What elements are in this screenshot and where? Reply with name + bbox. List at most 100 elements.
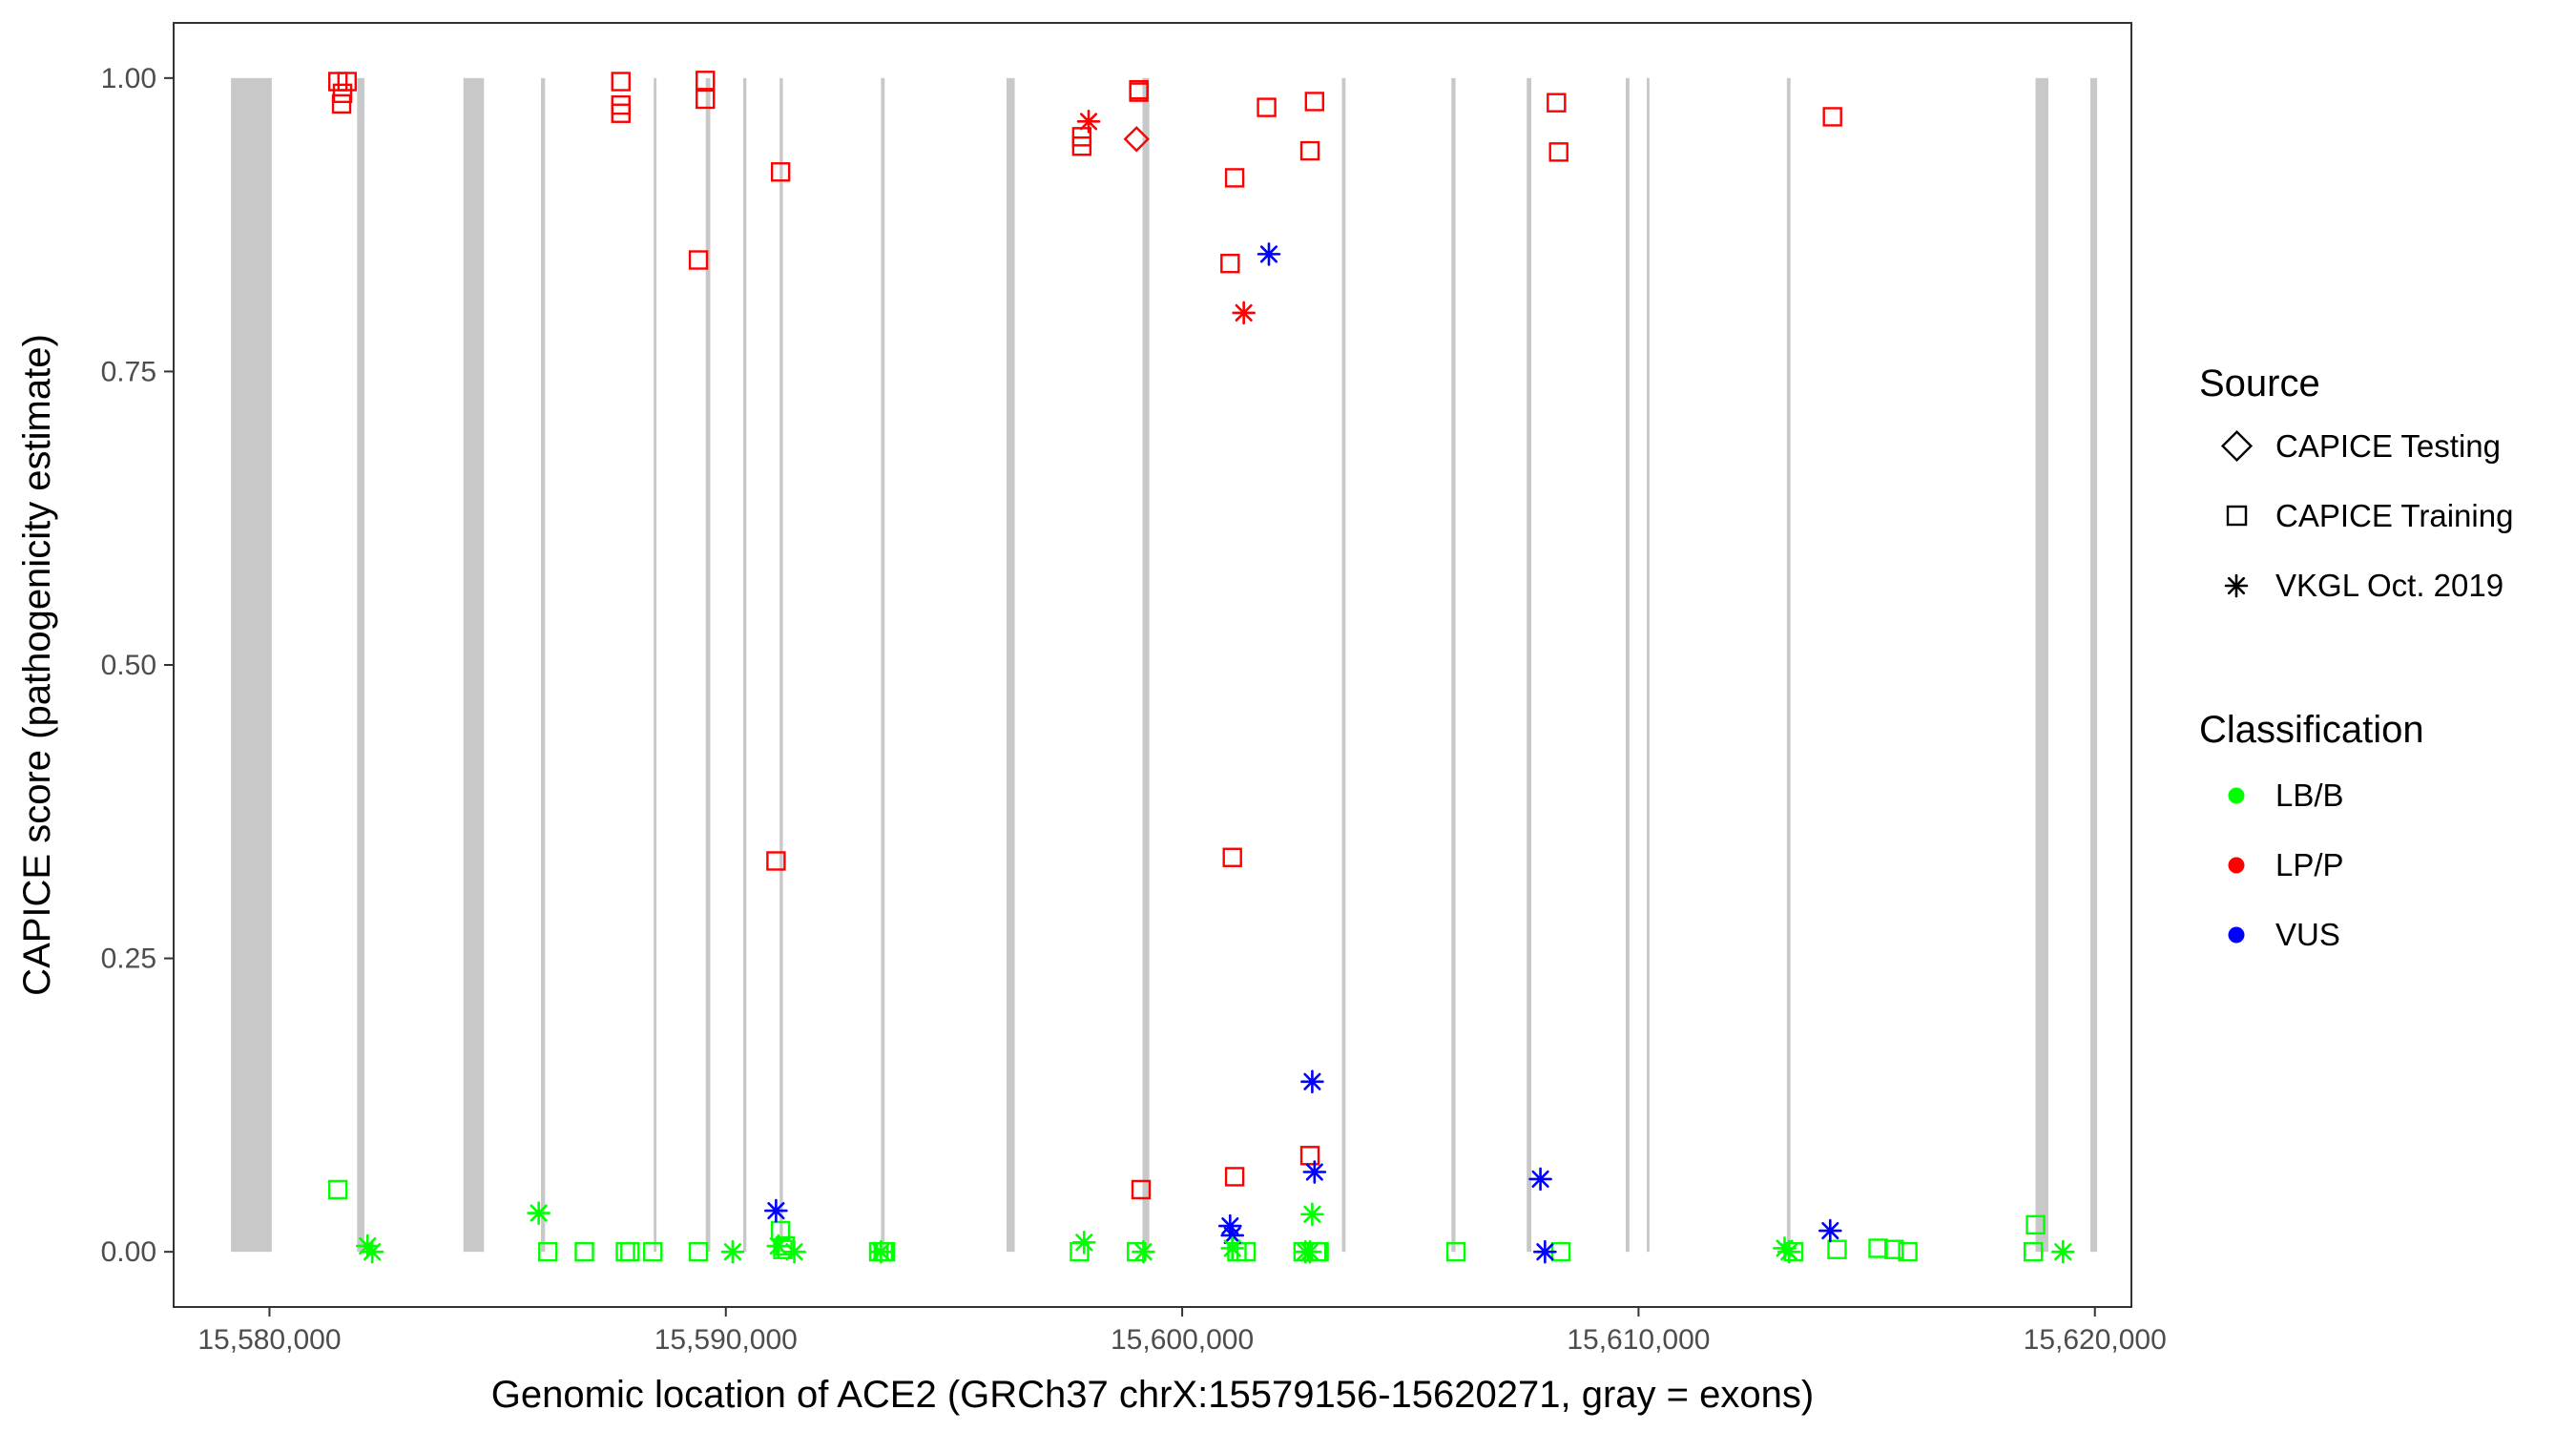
point-square xyxy=(770,162,791,182)
point-square xyxy=(1884,1239,1904,1259)
point-square xyxy=(1224,168,1245,188)
point-square xyxy=(1222,847,1242,867)
exon-band xyxy=(1341,77,1346,1253)
legend-dot-lbb xyxy=(2228,787,2245,804)
y-tick-label: 1.00 xyxy=(101,63,156,94)
point-square xyxy=(2023,1241,2044,1262)
exon-band xyxy=(1451,77,1456,1253)
point-asterisk xyxy=(1302,1160,1327,1184)
point-square xyxy=(337,72,357,92)
exon-band xyxy=(1142,77,1150,1253)
x-tick-label: 15,610,000 xyxy=(1567,1324,1710,1356)
point-asterisk xyxy=(766,1234,791,1258)
legend-label-lpp: LP/P xyxy=(2275,847,2344,882)
legend-square-icon xyxy=(2226,505,2248,527)
point-square xyxy=(327,1179,348,1200)
x-tick-label: 15,600,000 xyxy=(1111,1324,1254,1356)
point-square xyxy=(1071,135,1092,156)
legend-dot-lpp xyxy=(2228,857,2245,874)
exon-band xyxy=(654,77,657,1253)
exon-band xyxy=(2089,77,2098,1253)
y-tick-label: 0.75 xyxy=(101,356,156,387)
point-square xyxy=(1224,1167,1245,1187)
point-square xyxy=(696,89,716,110)
legend-asterisk-icon xyxy=(2224,573,2249,598)
point-square xyxy=(1299,1146,1320,1166)
point-square xyxy=(2025,1214,2046,1235)
point-asterisk xyxy=(782,1239,806,1264)
point-square xyxy=(538,1241,558,1262)
point-square xyxy=(766,851,786,871)
legend-item-vkgl: VKGL Oct. 2019 xyxy=(2224,568,2503,603)
point-square xyxy=(1257,97,1277,117)
y-tick-label: 0.00 xyxy=(101,1236,156,1268)
point-asterisk xyxy=(2050,1239,2075,1264)
point-asterisk xyxy=(1220,1236,1245,1260)
legend-diamond-icon xyxy=(2220,429,2254,463)
point-asterisk xyxy=(1257,242,1281,266)
point-square xyxy=(611,103,631,123)
exon-band xyxy=(357,77,364,1253)
point-asterisk xyxy=(1300,1069,1324,1094)
point-square xyxy=(1129,82,1149,102)
point-asterisk xyxy=(1071,1231,1096,1255)
point-asterisk xyxy=(720,1239,745,1264)
point-asterisk xyxy=(527,1201,551,1225)
point-square xyxy=(770,1220,791,1241)
legend-label-vus: VUS xyxy=(2275,917,2340,952)
point-square xyxy=(611,72,631,92)
point-asterisk xyxy=(1528,1167,1552,1192)
y-tick-label: 0.25 xyxy=(101,944,156,975)
exon-band xyxy=(1786,77,1791,1253)
point-square xyxy=(1548,142,1568,162)
y-tick-label: 0.50 xyxy=(101,650,156,681)
y-axis: 0.00 0.25 0.50 0.75 1.00 xyxy=(101,63,174,1268)
point-square xyxy=(1220,254,1240,274)
exon-band xyxy=(779,77,783,1253)
point-square xyxy=(1898,1241,1918,1262)
point-asterisk xyxy=(1132,1239,1155,1264)
point-square xyxy=(1822,107,1842,127)
point-asterisk xyxy=(1076,110,1101,134)
point-asterisk xyxy=(1776,1239,1801,1264)
legend-title-source: Source xyxy=(2199,363,2320,404)
point-square xyxy=(1299,140,1320,161)
legend-label-capice-testing: CAPICE Testing xyxy=(2275,428,2501,464)
point-asterisk xyxy=(1300,1202,1324,1227)
point-asterisk xyxy=(1818,1218,1842,1243)
x-tick-label: 15,590,000 xyxy=(654,1324,798,1356)
legend-label-capice-training: CAPICE Training xyxy=(2275,498,2513,533)
point-asterisk xyxy=(360,1239,384,1264)
legend-item-capice-training: CAPICE Training xyxy=(2226,498,2513,533)
data-points xyxy=(327,71,2075,1264)
point-asterisk xyxy=(869,1239,893,1264)
exon-band xyxy=(742,77,747,1253)
exon-band xyxy=(1527,77,1531,1253)
point-square xyxy=(574,1241,594,1262)
exon-band xyxy=(1006,77,1015,1253)
point-asterisk xyxy=(1298,1239,1322,1264)
exon-bands xyxy=(231,77,2098,1253)
point-square xyxy=(332,83,353,104)
legend-item-lbb: LB/B xyxy=(2228,778,2344,813)
point-diamond xyxy=(1123,126,1150,153)
point-square xyxy=(1131,1179,1152,1200)
x-tick-label: 15,620,000 xyxy=(2024,1324,2167,1356)
exon-band xyxy=(1626,77,1630,1253)
point-square xyxy=(1868,1238,1888,1258)
exon-band xyxy=(541,77,546,1253)
exon-band xyxy=(463,77,485,1253)
point-square xyxy=(643,1241,663,1262)
x-axis-title: Genomic location of ACE2 (GRCh37 chrX:15… xyxy=(491,1374,1814,1416)
point-square xyxy=(688,250,709,270)
point-square xyxy=(1547,93,1567,113)
point-square xyxy=(1445,1241,1466,1262)
exon-band xyxy=(881,77,885,1253)
point-square xyxy=(331,93,352,114)
legend-item-capice-testing: CAPICE Testing xyxy=(2220,428,2501,464)
point-square xyxy=(696,71,716,91)
point-square xyxy=(1827,1239,1847,1259)
legend-label-lbb: LB/B xyxy=(2275,778,2344,813)
exon-band xyxy=(2035,77,2048,1253)
